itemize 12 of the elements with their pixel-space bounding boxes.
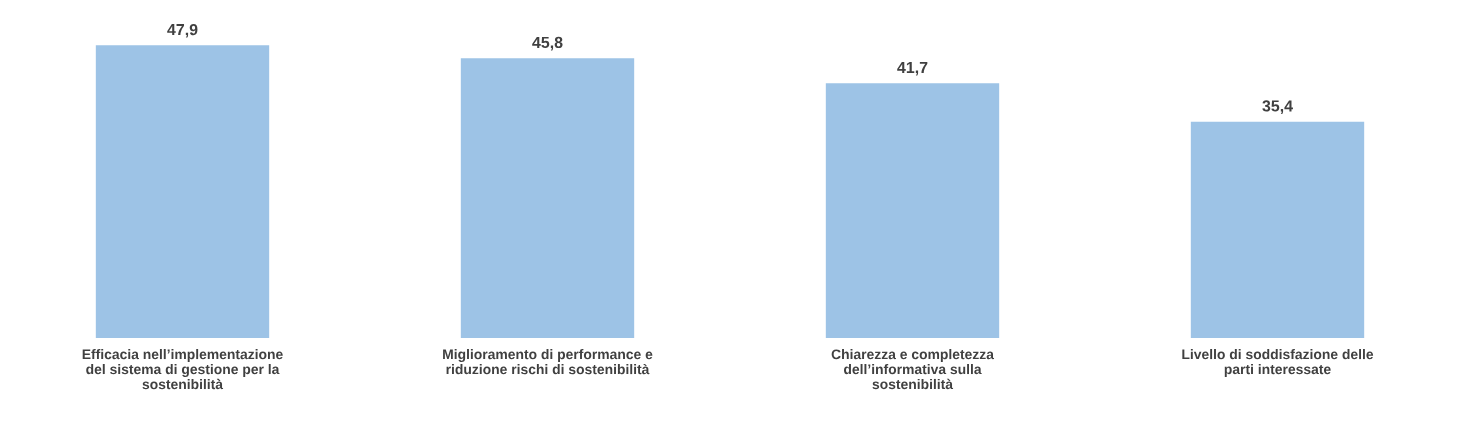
x-tick-label: Livello di soddisfazione delle parti interessate [1182,349,1374,377]
bar [95,45,270,338]
data-label: 41,7 [897,61,928,76]
data-label: 35,4 [1262,100,1293,114]
data-label: 45,8 [532,36,563,51]
bar [460,58,635,338]
x-tick-label: Chiarezza e completezza dell’informativa sulla sostenibilità [831,349,995,390]
x-tick-label: Miglioramento di performance e riduzione rischi di sostenibilità [443,349,653,375]
data-label: 47,9 [167,23,198,38]
bar [1190,121,1365,338]
bar [825,83,1000,338]
x-tick-label: Efficacia nell’implementazione del sistema di gestione per la sostenibilità [82,349,283,390]
